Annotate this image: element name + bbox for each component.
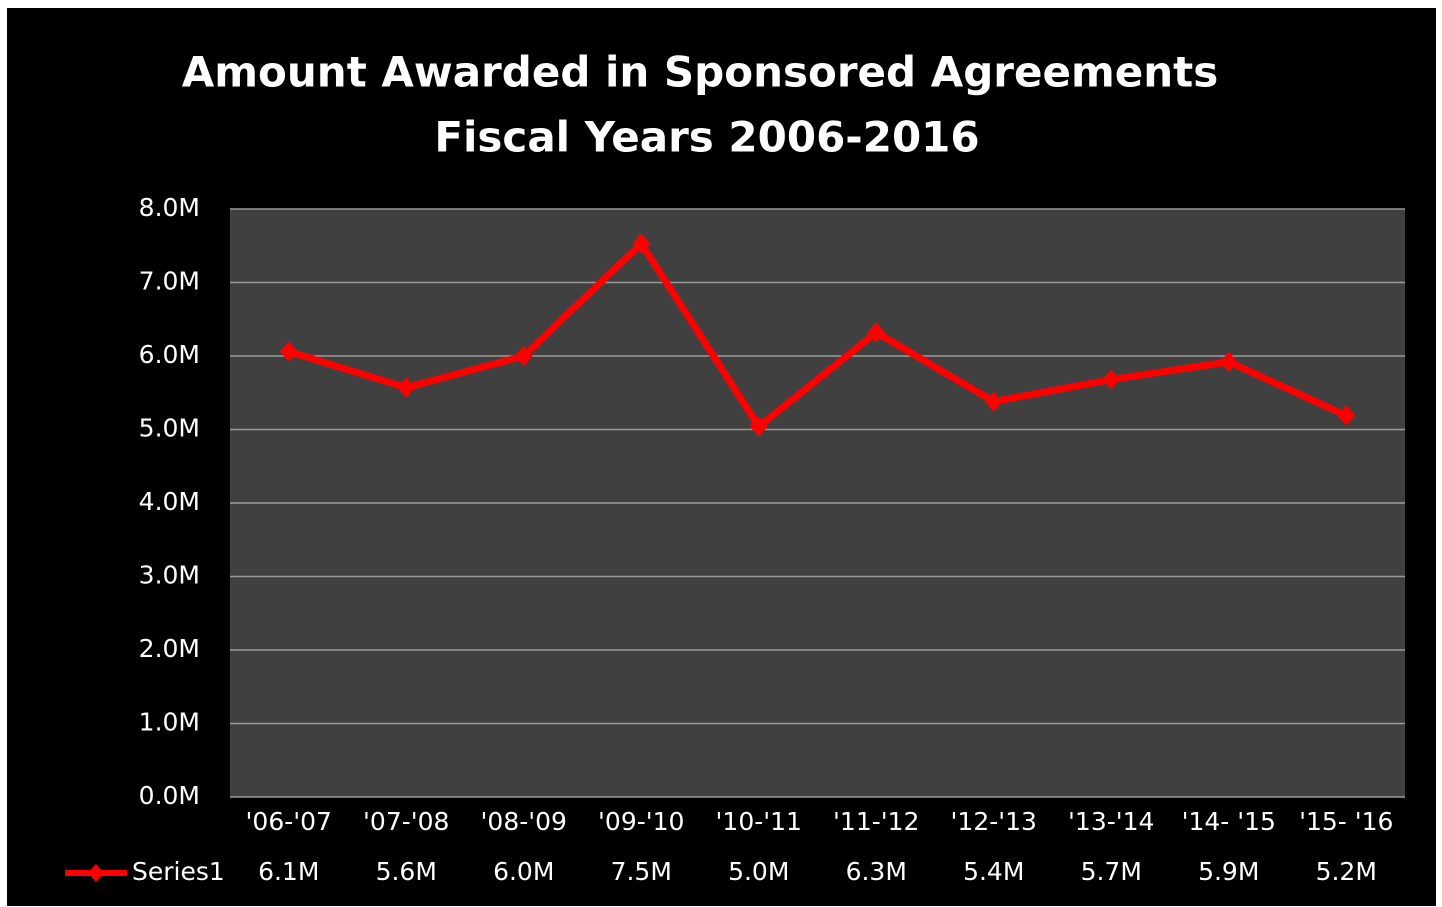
data-point bbox=[984, 391, 1003, 412]
y-tick-label: 8.0M bbox=[139, 193, 200, 222]
data-point bbox=[1102, 369, 1121, 390]
y-tick-label: 2.0M bbox=[139, 634, 200, 663]
data-table-value: 5.6M bbox=[376, 857, 437, 886]
data-table-value: 6.0M bbox=[493, 857, 554, 886]
x-tick-label: '13-'14 bbox=[1068, 807, 1154, 836]
data-table-value: 5.4M bbox=[963, 857, 1024, 886]
x-tick-label: '07-'08 bbox=[363, 807, 449, 836]
data-point bbox=[867, 322, 886, 343]
x-tick-label: '11-'12 bbox=[833, 807, 919, 836]
series-line bbox=[287, 240, 1348, 431]
y-tick-label: 1.0M bbox=[139, 708, 200, 737]
data-point bbox=[1337, 405, 1356, 426]
data-table-value: 5.0M bbox=[728, 857, 789, 886]
x-tick-label: '08-'09 bbox=[481, 807, 567, 836]
data-table-value: 5.7M bbox=[1081, 857, 1142, 886]
data-point bbox=[279, 341, 298, 362]
y-tick-label: 7.0M bbox=[139, 267, 200, 296]
x-tick-label: '14- '15 bbox=[1182, 807, 1276, 836]
legend-label: Series1 bbox=[132, 857, 225, 886]
legend-marker bbox=[88, 864, 104, 882]
data-point bbox=[1219, 351, 1238, 372]
y-tick-label: 4.0M bbox=[139, 487, 200, 516]
chart-title: Amount Awarded in Sponsored Agreements bbox=[182, 48, 1218, 97]
x-tick-label: '12-'13 bbox=[951, 807, 1037, 836]
data-table-value: 7.5M bbox=[611, 857, 672, 886]
data-table-value: 6.1M bbox=[258, 857, 319, 886]
x-tick-label: '15- '16 bbox=[1299, 807, 1393, 836]
x-tick-label: '06-'07 bbox=[246, 807, 332, 836]
x-tick-label: '09-'10 bbox=[598, 807, 684, 836]
y-tick-label: 3.0M bbox=[139, 561, 200, 590]
chart-subtitle: Fiscal Years 2006-2016 bbox=[434, 113, 979, 162]
x-tick-label: '10-'11 bbox=[716, 807, 802, 836]
data-table-value: 5.9M bbox=[1198, 857, 1259, 886]
y-tick-label: 6.0M bbox=[139, 340, 200, 369]
data-point bbox=[632, 233, 651, 254]
data-point bbox=[397, 377, 416, 398]
y-tick-label: 5.0M bbox=[139, 414, 200, 443]
y-tick-label: 0.0M bbox=[139, 781, 200, 810]
data-table-value: 5.2M bbox=[1316, 857, 1377, 886]
data-point bbox=[514, 346, 533, 366]
data-point bbox=[749, 416, 768, 437]
data-table-value: 6.3M bbox=[846, 857, 907, 886]
